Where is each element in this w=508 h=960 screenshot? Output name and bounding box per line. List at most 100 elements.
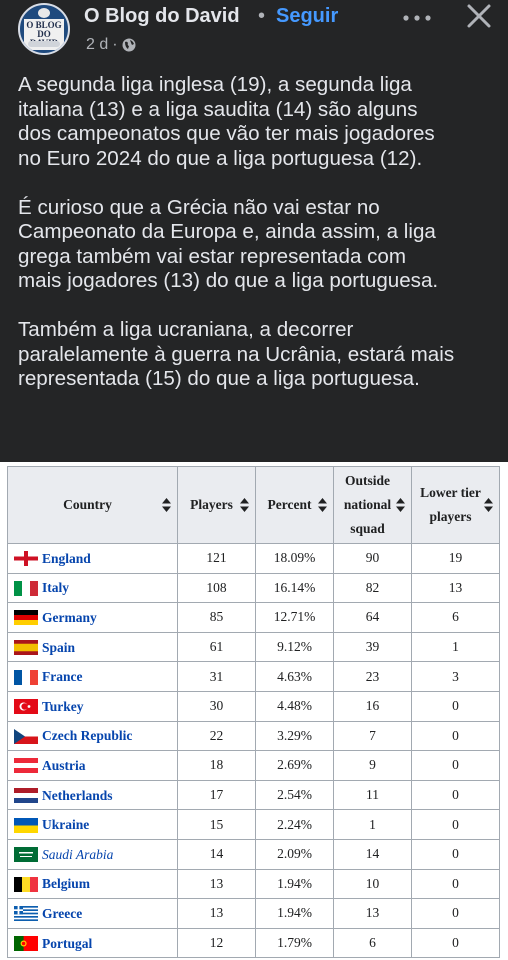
cell-lower: 0 [411, 868, 500, 900]
cell-outside: 1 [333, 809, 412, 840]
cell-percent: 2.24% [255, 809, 334, 840]
turkey-flag-icon [14, 699, 38, 715]
avatar-base-shape [28, 41, 60, 47]
header-percent[interactable]: Percent [255, 466, 334, 544]
cell-outside: 39 [333, 631, 412, 663]
country-link[interactable]: Ukraine [42, 817, 90, 833]
cell-percent: 3.29% [255, 720, 334, 752]
cell-outside: 64 [333, 602, 412, 633]
globe-icon [122, 38, 136, 52]
table-row: England 121 18.09% 90 19 [7, 543, 500, 574]
country-link[interactable]: Greece [42, 905, 83, 921]
cell-lower: 19 [411, 543, 500, 574]
table-row: Ukraine 15 2.24% 1 0 [7, 809, 500, 840]
cell-country: France [7, 661, 178, 692]
country-link[interactable]: Belgium [42, 876, 91, 892]
cell-outside: 13 [333, 898, 412, 929]
more-options-icon[interactable] [400, 10, 434, 26]
ukraine-flag-icon [14, 817, 38, 833]
england-flag-icon [14, 551, 38, 567]
cell-percent: 9.12% [255, 631, 334, 663]
table-row: France 31 4.63% 23 3 [7, 661, 500, 692]
netherlands-flag-icon [14, 788, 38, 803]
country-link[interactable]: Germany [42, 609, 97, 625]
country-link[interactable]: Turkey [42, 698, 84, 714]
cell-lower: 1 [411, 631, 500, 663]
greece-flag-icon [14, 906, 38, 922]
country-link[interactable]: Czech Republic [42, 728, 133, 744]
close-icon[interactable] [466, 3, 492, 29]
header-lower-line1: Lower tier [420, 485, 481, 500]
cell-country: Germany [7, 602, 178, 633]
country-link[interactable]: Portugal [42, 935, 93, 951]
author-name[interactable]: O Blog do David [84, 5, 240, 27]
country-link[interactable]: Italy [42, 580, 69, 596]
header-players[interactable]: Players [177, 466, 256, 544]
cell-lower: 0 [411, 898, 500, 929]
header-separator: • [258, 5, 266, 27]
post-line: paralelamente à guerra na Ucrânia, estar… [18, 342, 455, 366]
france-flag-icon [14, 669, 38, 685]
cell-outside: 9 [333, 750, 412, 781]
country-link[interactable]: Spain [42, 639, 76, 655]
post-line: no Euro 2024 do que a liga portuguesa (1… [18, 146, 423, 170]
cell-country: England [7, 543, 178, 574]
post-image-table[interactable]: Country Players Percent Outside national… [0, 462, 508, 960]
avatar[interactable]: O BLOG DO DAVID [18, 3, 70, 55]
post-line: grega também vai estar representada com [18, 244, 407, 268]
cell-players: 108 [177, 572, 256, 604]
post-line: A segunda liga inglesa (19), a segunda l… [18, 73, 412, 96]
cell-country: Turkey [7, 690, 178, 722]
paragraph-gap [18, 294, 498, 319]
post-line: representada (15) do que a liga portugue… [18, 367, 420, 390]
cell-players: 31 [177, 661, 256, 692]
table-row: Spain 61 9.12% 39 1 [7, 631, 500, 663]
cell-players: 17 [177, 779, 256, 811]
country-link[interactable]: France [42, 669, 83, 685]
table-row: Austria 18 2.69% 9 0 [7, 750, 500, 781]
header-country[interactable]: Country [7, 466, 178, 544]
table-row: Italy 108 16.14% 82 13 [7, 572, 500, 604]
cell-percent: 18.09% [255, 543, 334, 574]
sort-icon [396, 498, 405, 512]
cell-players: 85 [177, 602, 256, 633]
post-line: dos campeonatos que vão ter mais jogador… [18, 122, 435, 145]
cell-lower: 13 [411, 572, 500, 604]
post-time[interactable]: 2 d [86, 36, 109, 53]
country-link[interactable]: Austria [42, 757, 86, 773]
meta-dot: · [112, 36, 118, 53]
cell-country: Netherlands [7, 779, 178, 811]
cell-players: 13 [177, 868, 256, 900]
header-outside-line2: national [343, 497, 392, 512]
spain-flag-icon [14, 640, 38, 656]
post-line: É curioso que a Grécia não vai estar no [18, 195, 380, 219]
header-outside-national-squad[interactable]: Outside national squad [333, 466, 412, 544]
header-lower-tier-players[interactable]: Lower tier players [411, 466, 500, 544]
czech-flag-icon [14, 728, 38, 744]
header-lower-line2: players [429, 509, 472, 524]
cell-outside: 14 [333, 838, 412, 870]
header-outside-line1: Outside [344, 473, 390, 488]
austria-flag-icon [14, 758, 38, 774]
cell-percent: 1.94% [255, 868, 334, 900]
cell-players: 14 [177, 838, 256, 870]
cell-players: 22 [177, 720, 256, 752]
table-row: Belgium 13 1.94% 10 0 [7, 868, 500, 900]
cell-country: Austria [7, 750, 178, 781]
sort-icon [162, 498, 171, 512]
cell-lower: 6 [411, 602, 500, 633]
cell-lower: 0 [411, 690, 500, 722]
saudi-flag-icon [14, 847, 38, 863]
cell-country: Greece [7, 898, 178, 929]
cell-lower: 0 [411, 750, 500, 781]
cell-outside: 6 [333, 927, 412, 959]
country-link[interactable]: Saudi Arabia [42, 846, 114, 862]
follow-button[interactable]: Seguir [276, 5, 339, 27]
country-link[interactable]: England [42, 550, 91, 566]
portugal-flag-icon [14, 935, 38, 951]
table-row: Turkey 30 4.48% 16 0 [7, 690, 500, 722]
country-link[interactable]: Netherlands [42, 787, 113, 803]
cell-country: Portugal [7, 927, 178, 959]
table-row: Germany 85 12.71% 64 6 [7, 602, 500, 633]
belgium-flag-icon [14, 876, 38, 892]
